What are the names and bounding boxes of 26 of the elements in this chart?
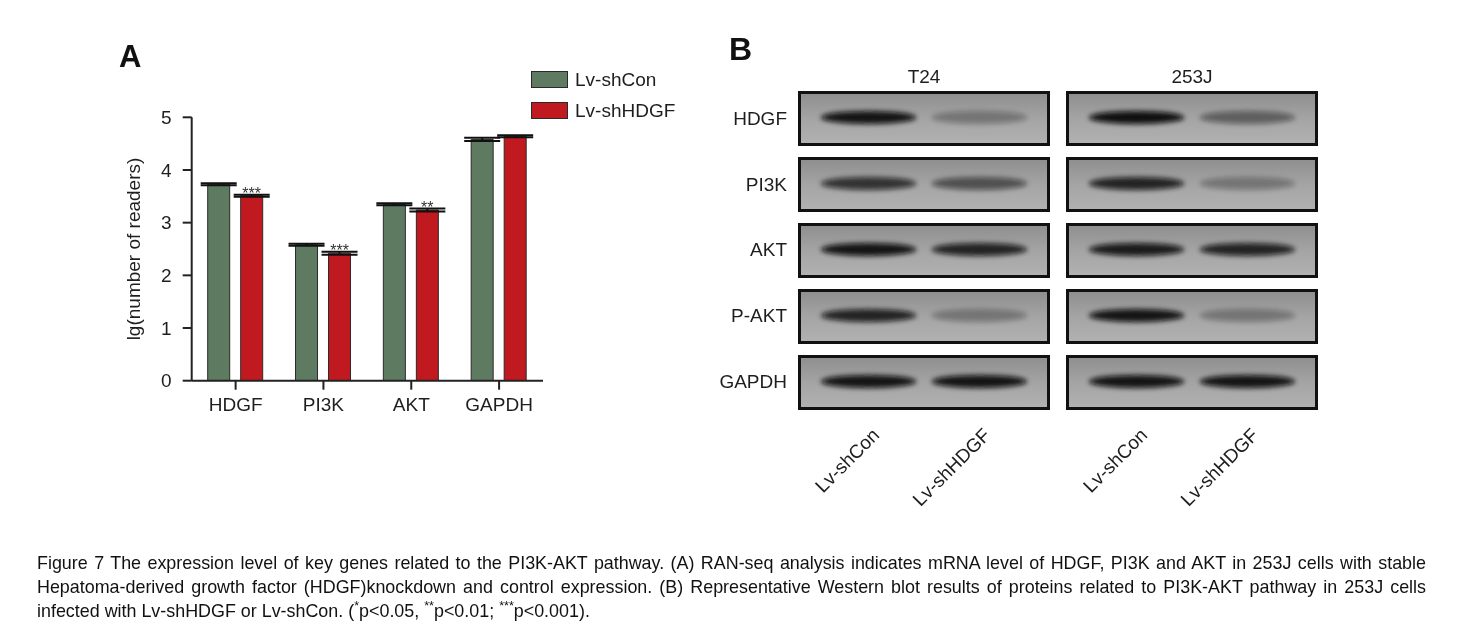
y-axis-title: lg(number of readers) — [122, 157, 144, 341]
category-label: AKT — [750, 239, 787, 261]
data-label: *** — [330, 242, 349, 260]
x-tick-label: HDGF — [208, 394, 263, 416]
text: Figure 7 The expression level of key genes related to the PI3K-AKT pathway. (A) RAN-seq analysis indicates mRNA level of HDGF, PI3K and AKT in 253J cells with stable Hepatoma-derived growth factor (HDGF)knockdown and control expression. (B) Representative Western blot results of proteins related to PI3K-AKT pathway in 253J cells infected with Lv-shHDGF or Lv-shCon. ($^{*}$p<0.05, $^{**}$p<0.01; $^{***}$p<0.001). — [37, 553, 1426, 621]
x-tick-label: PI3K — [302, 394, 345, 416]
y-tick-label: 5 — [161, 107, 172, 129]
category-label: HDGF — [733, 107, 787, 129]
category-label: GAPDH — [719, 371, 787, 392]
text: 253J — [1170, 66, 1214, 87]
y-tick-label: 1 — [161, 317, 172, 339]
legend-label: Lv-shHDGF — [575, 99, 676, 122]
y-tick-label: 3 — [161, 212, 172, 234]
data-label: ** — [421, 199, 434, 217]
chart-title: A — [119, 39, 142, 74]
x-tick-label: GAPDH — [465, 394, 533, 416]
data-label: *** — [242, 184, 262, 202]
text: T24 — [906, 66, 942, 87]
y-tick-label: 2 — [161, 265, 172, 287]
x-tick-label: AKT — [392, 394, 431, 416]
legend-label: Lv-shCon — [575, 68, 657, 91]
y-tick-label: 0 — [161, 370, 172, 392]
y-tick-label: 4 — [161, 159, 173, 181]
category-label: P-AKT — [731, 305, 787, 327]
text: B — [729, 31, 753, 67]
category-label: PI3K — [745, 173, 787, 195]
